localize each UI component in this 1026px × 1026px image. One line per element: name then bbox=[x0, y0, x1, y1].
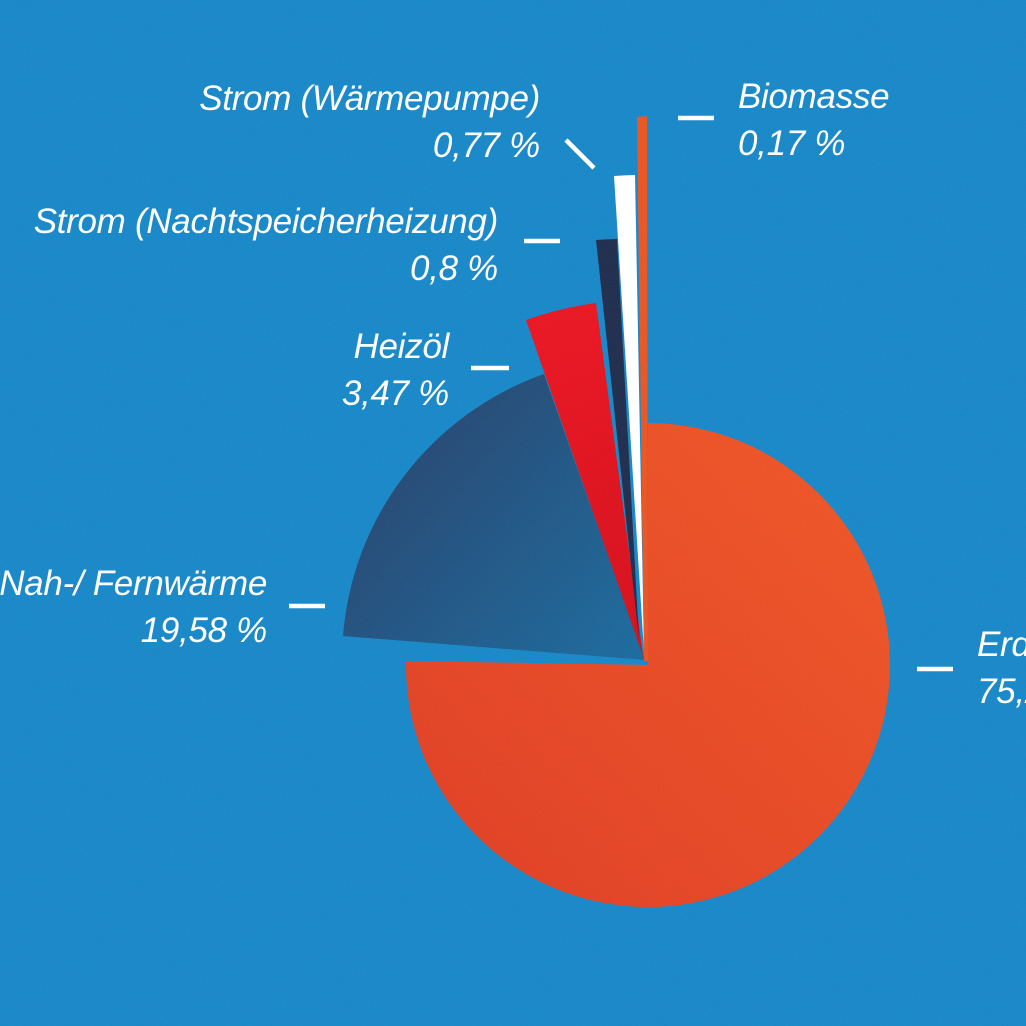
label-heizoel-value: 3,47 % bbox=[341, 374, 449, 413]
label-heizoel-name: Heizöl bbox=[353, 327, 450, 366]
label-biomasse-value: 0,17 % bbox=[738, 124, 846, 163]
label-erdgas-value: 75,21 % bbox=[977, 672, 1026, 711]
label-biomasse: Biomasse 0,17 % bbox=[738, 73, 890, 167]
label-nah-fernwaerme-value: 19,58 % bbox=[140, 611, 268, 650]
label-heizoel: Heizöl 3,47 % bbox=[342, 323, 449, 417]
label-strom-waermepumpe: Strom (Wärmepumpe) 0,77 % bbox=[199, 75, 540, 169]
label-strom-waermepumpe-name: Strom (Wärmepumpe) bbox=[199, 79, 540, 118]
label-strom-nachtspeicherheizung: Strom (Nachtspeicherheizung) 0,8 % bbox=[33, 198, 499, 292]
label-strom-waermepumpe-value: 0,77 % bbox=[432, 126, 540, 165]
label-nah-fernwaerme-name: Nah-/ Fernwärme bbox=[0, 564, 267, 603]
label-strom-nachtspeicherheizung-value: 0,8 % bbox=[410, 249, 498, 288]
label-nah-fernwaerme: Nah-/ Fernwärme 19,58 % bbox=[0, 560, 267, 654]
label-biomasse-name: Biomasse bbox=[738, 77, 890, 116]
label-erdgas: Erdgas 75,21 % bbox=[977, 621, 1026, 715]
label-erdgas-name: Erdgas bbox=[977, 625, 1026, 664]
label-strom-nachtspeicherheizung-name: Strom (Nachtspeicherheizung) bbox=[33, 202, 499, 241]
